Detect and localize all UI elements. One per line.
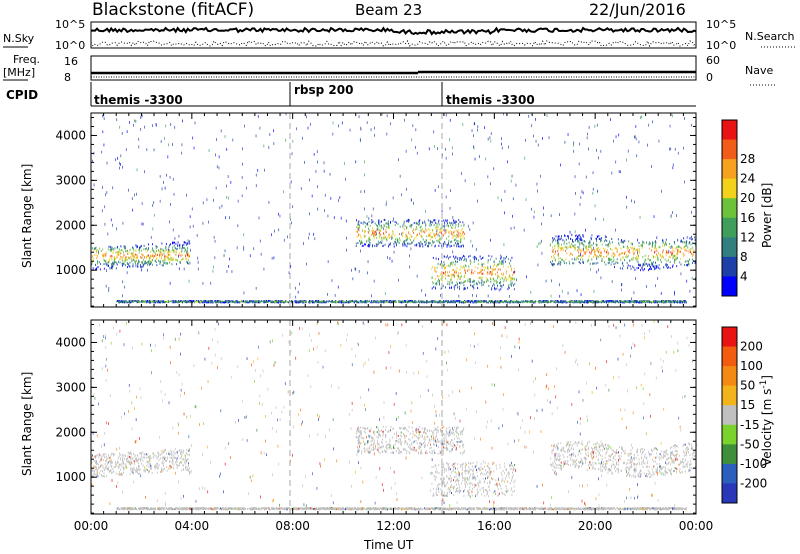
colorbar-segment [722,198,737,219]
cpid-segment-3: themis -3300 [446,93,535,107]
nsearch-tick-top: 10^5 [706,18,736,31]
colorbar-segment [722,139,737,160]
velocity-colorbar-label: Velocity [m s-1] [759,375,774,466]
colorbar-segment [722,424,737,445]
nsearch-label: N.Search [745,30,795,43]
freq-tick-bottom: 8 [64,71,71,84]
nsky-label: N.Sky [3,32,35,45]
cpid-segment-1: themis -3300 [94,93,183,107]
colorbar-segment [722,159,737,180]
cpid-label: CPID [6,88,38,102]
colorbar-tick-label: 50 [740,379,755,393]
xtick-label: 16:00 [477,519,512,533]
xtick-label: 12:00 [376,519,411,533]
colorbar-segment [722,256,737,277]
colorbar-tick-label: 4 [740,269,748,283]
ytick-label: 1000 [55,263,86,277]
freq-unit: [MHz] [3,66,35,79]
colorbar-segment [722,327,737,348]
nave-tick-bottom: 0 [706,71,713,84]
colorbar-tick-label: 24 [740,172,755,186]
colorbar-tick-label: -50 [740,437,760,451]
colorbar-tick-label: 28 [740,152,755,166]
colorbar-segment [722,120,737,141]
ytick-label: 3000 [55,173,86,187]
colorbar-tick-label: 16 [740,211,755,225]
power-panel: 1000 2000 3000 4000 Slant Range [km] 4 8 12 16… [20,112,774,308]
ytick-label: 4000 [55,128,86,142]
ytick-label: 4000 [55,335,86,349]
freq-panel: Freq. [MHz] 16 8 60 0 Nave [3,53,776,86]
colorbar-segment [722,217,737,238]
power-colorbar-label: Power [dB] [760,183,774,248]
colorbar-tick-label: 15 [740,398,755,412]
nsky-panel: N.Sky 10^5 10^0 10^5 10^0 N.Search [3,18,796,52]
ytick-label: 2000 [55,425,86,439]
ytick-label: 1000 [55,470,86,484]
date-title: 22/Jun/2016 [589,0,686,19]
station-title: Blackstone (fitACF) [92,0,254,20]
colorbar-tick-label: -200 [740,476,767,490]
nsearch-line [90,39,697,48]
colorbar-tick-label: 8 [740,250,748,264]
nave-label: Nave [745,64,773,77]
velocity-panel: 1000 2000 3000 4000 00:00 04:00 08:00 12:00 16:0… [20,319,767,552]
colorbar-segment [722,463,737,484]
colorbar-segment [722,237,737,258]
colorbar-segment [722,385,737,406]
colorbar-segment [722,483,737,504]
nsky-tick-top: 10^5 [55,18,85,31]
nsky-tick-bottom: 10^0 [55,39,85,52]
colorbar-segment [722,405,737,426]
ytick-label: 3000 [55,380,86,394]
colorbar-tick-label: 200 [740,340,763,354]
xtick-label: 00:00 [74,519,109,533]
xtick-label: 08:00 [275,519,310,533]
cpid-row: CPID themis -3300 rbsp 200 themis -3300 [6,82,696,107]
velocity-ylabel: Slant Range [km] [20,372,34,476]
colorbar-segment [722,178,737,199]
freq-label: Freq. [13,53,40,66]
nave-tick-top: 60 [706,54,720,67]
colorbar-tick-label: 12 [740,230,755,244]
time-xlabel: Time UT [363,538,414,552]
xtick-label: 20:00 [578,519,613,533]
nsearch-tick-bottom: 10^0 [706,39,736,52]
freq-tick-top: 16 [64,55,78,68]
cpid-segment-2: rbsp 200 [294,83,353,97]
colorbar-tick-label: -15 [740,418,760,432]
colorbar-tick-label: 100 [740,359,763,373]
colorbar-tick-label: 20 [740,191,755,205]
colorbar-segment [722,366,737,387]
beam-title: Beam 23 [355,1,422,19]
colorbar-tick-label: -100 [740,457,767,471]
xtick-label: 00:00 [679,519,714,533]
ytick-label: 2000 [55,218,86,232]
xtick-label: 04:00 [175,519,210,533]
nsky-line [90,26,697,36]
colorbar-segment [722,346,737,367]
power-ylabel: Slant Range [km] [20,164,34,268]
colorbar-segment [722,444,737,465]
colorbar-segment [722,276,737,297]
